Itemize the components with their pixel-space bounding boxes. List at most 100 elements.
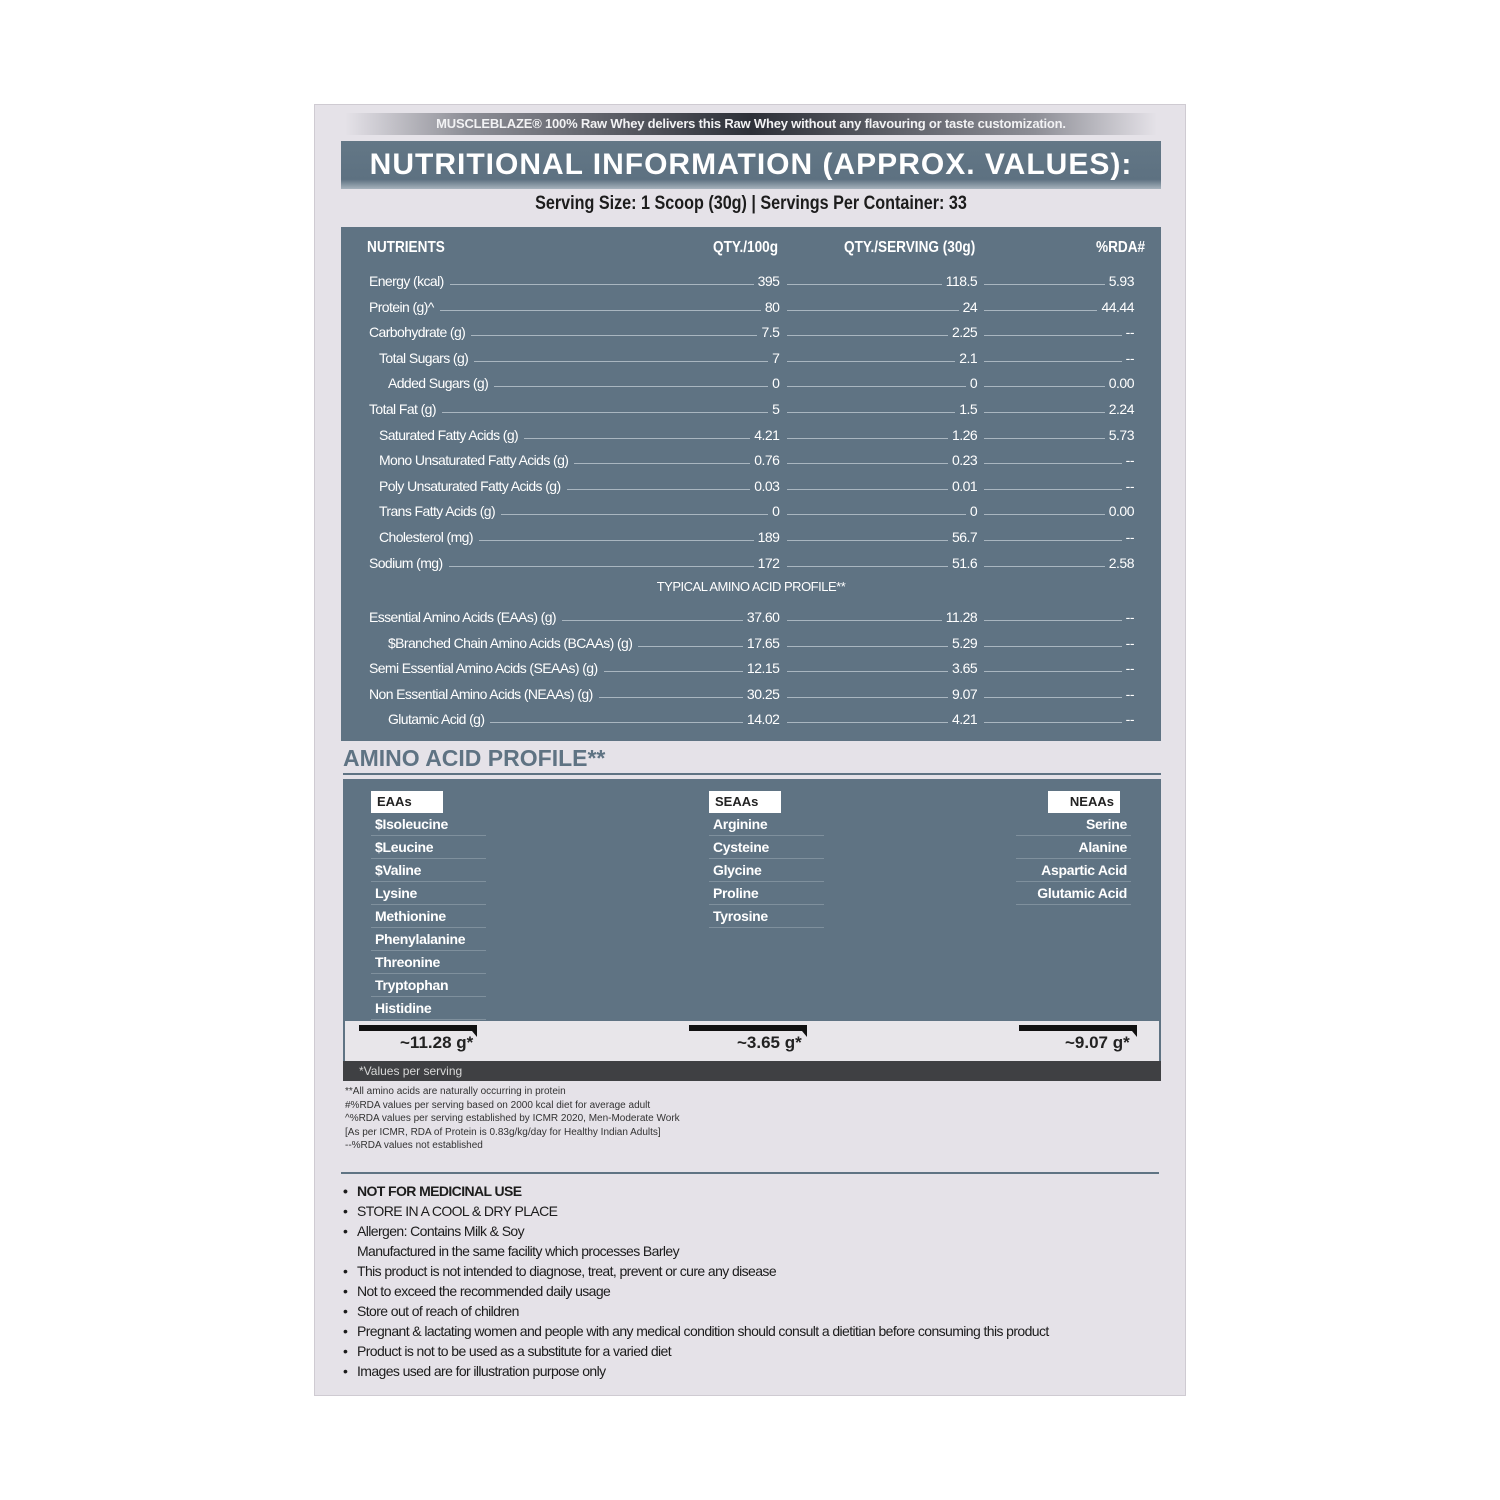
warning-item: This product is not intended to diagnose… — [343, 1261, 1049, 1281]
nutrient-name: Poly Unsaturated Fatty Acids (g) — [379, 477, 561, 494]
value-per-serving: 2.25 — [951, 324, 978, 341]
cell-rda: -- — [984, 605, 1135, 625]
tagline: MUSCLEBLAZE® 100% Raw Whey delivers this… — [345, 113, 1157, 135]
leader-line — [787, 463, 948, 465]
cell-nutrient-per100: Added Sugars (g) 0 — [369, 371, 780, 392]
table-row: $Branched Chain Amino Acids (BCAAs) (g) 1… — [369, 631, 1135, 651]
table-row: Cholesterol (mg) 189 56.7 -- — [369, 525, 1135, 545]
value-rda: -- — [1125, 324, 1135, 341]
leader-line — [984, 565, 1105, 567]
cell-rda: -- — [984, 631, 1135, 651]
value-rda: 2.24 — [1108, 401, 1135, 417]
cell-rda: -- — [984, 656, 1135, 676]
amino-profile-heading: AMINO ACID PROFILE** — [343, 745, 606, 771]
amino-acid-item: Phenylalanine — [371, 928, 486, 951]
leader-line — [787, 671, 948, 673]
amino-acid-item: Histidine — [371, 997, 486, 1020]
table-row: Saturated Fatty Acids (g) 4.21 1.26 5.73 — [369, 423, 1135, 443]
leader-line — [787, 645, 948, 647]
cell-rda: -- — [984, 474, 1135, 494]
value-rda: -- — [1125, 685, 1135, 702]
warnings-list: NOT FOR MEDICINAL USESTORE IN A COOL & D… — [343, 1181, 1049, 1381]
cell-rda: -- — [984, 320, 1135, 341]
cell-per-serving: 1.5 — [787, 397, 978, 417]
amino-acid-item: Glutamic Acid — [1016, 882, 1131, 905]
nutrition-label: MUSCLEBLAZE® 100% Raw Whey delivers this… — [314, 104, 1186, 1396]
leader-line — [471, 335, 758, 337]
warning-item: Images used are for illustration purpose… — [343, 1361, 1049, 1381]
cell-nutrient-per100: Essential Amino Acids (EAAs) (g) 37.60 — [369, 605, 780, 625]
cell-per-serving: 0 — [787, 371, 978, 391]
value-per-100g: 172 — [757, 554, 780, 571]
page-title: NUTRITIONAL INFORMATION (APPROX. VALUES)… — [341, 141, 1161, 189]
amino-group-total: ~11.28 g* — [400, 1033, 474, 1052]
nutrient-name: Carbohydrate (g) — [369, 324, 466, 341]
warning-item: STORE IN A COOL & DRY PLACE — [343, 1201, 1049, 1221]
cell-rda: 5.73 — [984, 423, 1135, 443]
nutrient-name: Semi Essential Amino Acids (SEAAs) (g) — [369, 660, 598, 677]
value-per-serving: 4.21 — [951, 711, 978, 728]
amino-group-eaas: EAAs $Isoleucine $Leucine $Valine Lysine Meth… — [371, 791, 486, 1020]
amino-acid-item: $Valine — [371, 859, 486, 882]
value-per-100g: 0 — [772, 375, 780, 392]
amino-profile-box: EAAs $Isoleucine $Leucine $Valine Lysine Meth… — [343, 779, 1161, 1023]
value-per-serving: 3.65 — [951, 660, 978, 677]
nutrient-name: Saturated Fatty Acids (g) — [379, 426, 519, 443]
cell-nutrient-per100: Poly Unsaturated Fatty Acids (g) 0.03 — [369, 474, 780, 494]
warning-item: Pregnant & lactating women and people wi… — [343, 1321, 1049, 1341]
leader-line — [490, 722, 743, 724]
cell-nutrient-per100: Protein (g)^ 80 — [369, 295, 780, 315]
value-per-100g: 0 — [772, 503, 780, 520]
table-row: Non Essential Amino Acids (NEAAs) (g) 30.… — [369, 682, 1135, 702]
value-rda: -- — [1125, 609, 1135, 625]
leader-line — [787, 540, 948, 541]
cell-per-serving: 11.28 — [787, 605, 978, 625]
leader-line — [574, 463, 751, 465]
amino-acid-item: Serine — [1016, 813, 1131, 836]
leader-line — [787, 514, 966, 516]
leader-line — [598, 696, 743, 698]
value-rda: -- — [1125, 477, 1135, 494]
nutrient-name: Added Sugars (g) — [388, 375, 489, 392]
value-per-serving: 1.26 — [951, 426, 978, 443]
leader-line — [984, 488, 1122, 490]
leader-line — [494, 386, 769, 388]
amino-acid-item: Arginine — [709, 813, 824, 836]
amino-group-label: EAAs — [371, 791, 443, 813]
nutrition-table: NUTRIENTS QTY./100g QTY./SERVING (30g) %… — [341, 227, 1161, 741]
value-per-serving: 0.01 — [951, 477, 978, 494]
cell-per-serving: 24 — [787, 295, 978, 315]
value-per-serving: 0.23 — [951, 452, 978, 469]
warning-item: NOT FOR MEDICINAL USE — [343, 1181, 1049, 1201]
amino-acid-item: Proline — [709, 882, 824, 905]
leader-line — [984, 309, 1098, 311]
warning-item: Product is not to be used as a substitut… — [343, 1341, 1049, 1361]
leader-line — [787, 488, 948, 490]
cell-nutrient-per100: Total Sugars (g) 7 — [369, 346, 780, 366]
leader-line — [787, 309, 959, 311]
table-row: Protein (g)^ 80 24 44.44 — [369, 295, 1134, 315]
leader-line — [566, 488, 751, 490]
value-per-100g: 0.76 — [754, 452, 780, 469]
amino-acid-item: $Leucine — [371, 836, 486, 859]
value-rda: 0.00 — [1108, 375, 1135, 392]
value-per-serving: 51.6 — [951, 554, 978, 571]
header-qty-100g: QTY./100g — [713, 239, 779, 256]
value-per-100g: 37.60 — [746, 609, 780, 625]
table-row: Glutamic Acid (g) 14.02 4.21 -- — [369, 707, 1135, 728]
leader-line — [984, 335, 1122, 337]
amino-acid-item: Threonine — [371, 951, 486, 974]
table-row: Total Fat (g) 5 1.5 2.24 — [369, 397, 1135, 417]
table-row: Added Sugars (g) 0 0 0.00 — [369, 371, 1135, 392]
footnote: **All amino acids are naturally occurrin… — [345, 1086, 566, 1097]
leader-line — [984, 463, 1122, 465]
cell-per-serving: 9.07 — [787, 682, 978, 702]
warning-item: Allergen: Contains Milk & Soy — [343, 1221, 1049, 1241]
amino-acid-item: Methionine — [371, 905, 486, 928]
footnotes: **All amino acids are naturally occurrin… — [345, 1085, 680, 1153]
value-per-serving: 0 — [969, 503, 978, 520]
cell-per-serving: 0.23 — [787, 448, 978, 469]
leader-line — [984, 696, 1122, 698]
cell-per-serving: 51.6 — [787, 551, 978, 571]
cell-nutrient-per100: $Branched Chain Amino Acids (BCAAs) (g) 1… — [369, 631, 780, 651]
